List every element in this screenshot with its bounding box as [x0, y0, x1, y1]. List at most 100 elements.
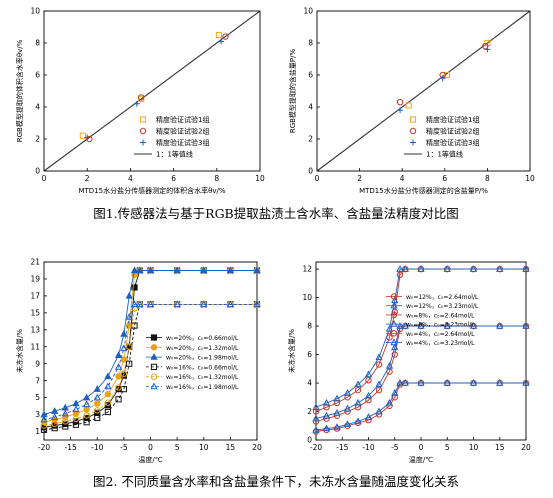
data-point-square	[484, 39, 491, 47]
y-tick-label: 0	[35, 167, 40, 176]
series-point-circle	[40, 422, 48, 429]
legend-entry-label: w₀=4%，c₀=2.64mol/L	[406, 331, 475, 338]
series-point-triangle	[354, 398, 362, 406]
x-tick-label: 4	[128, 174, 133, 183]
series-point-circle	[312, 408, 320, 415]
series-point-triangle	[114, 351, 123, 358]
data-point-square	[215, 31, 223, 39]
data-point-circle	[396, 99, 404, 106]
y-tick-label: 2	[35, 135, 40, 144]
series-line	[315, 268, 526, 408]
series-point-triangle	[354, 380, 362, 388]
series-point-triangle	[496, 378, 504, 386]
data-point-plus	[133, 100, 140, 107]
y-tick-label: 4	[307, 379, 312, 388]
series-line	[43, 270, 257, 416]
y-tick-label: 15	[30, 308, 40, 317]
y-tick-label: 6	[35, 71, 40, 80]
series-point-triangle	[443, 322, 451, 329]
legend: w₀=20%，c₀=0.66mol/L w₀=20%，c₀=1.32mol/L w₀…	[146, 334, 239, 391]
legend: w₀=12%，c₀=2.64mol/L w₀=12%，c₀=3.23mol/L w₀…	[386, 293, 479, 347]
y-tick-label: 10	[30, 7, 40, 16]
series-point-triangle	[343, 420, 352, 428]
series-point-circle	[104, 399, 112, 406]
series-point-triangle	[396, 378, 404, 386]
series-point-circle	[126, 343, 133, 350]
y-tick-label: 6	[307, 350, 312, 359]
series-point-triangle	[82, 393, 91, 401]
series-point-triangle	[343, 404, 352, 412]
series-point-circle	[83, 406, 90, 413]
x-tick-label: 15	[495, 443, 505, 452]
series-point-square	[115, 396, 122, 403]
series-point-circle	[333, 399, 341, 407]
legend-entry-label: w₀=20%，c₀=1.32mol/L	[166, 345, 239, 352]
y-tick-label: 13	[30, 325, 40, 334]
series-point-triangle	[322, 398, 331, 406]
series-point-triangle	[385, 361, 394, 369]
series-point-triangle	[364, 370, 373, 378]
x-tick-label: -5	[391, 443, 399, 452]
y-tick-label: 1	[35, 427, 40, 436]
series-point-triangle	[333, 423, 341, 430]
series-point-triangle	[200, 300, 208, 308]
legend-entry-label: 精度验证试验1组	[426, 115, 479, 124]
series-point-triangle	[443, 265, 451, 272]
x-tick-label: 15	[226, 443, 236, 452]
y-axis-label: RGB模型提取的体积含水率θv/%	[15, 39, 24, 142]
series-point-square	[72, 421, 80, 428]
series-point-triangle	[396, 322, 404, 329]
y-tick-label: 6	[308, 71, 313, 80]
data-point-square	[405, 102, 412, 109]
series-point-circle	[131, 305, 138, 312]
equality-line	[43, 10, 261, 172]
series-point-circle	[51, 420, 58, 428]
data-point-plus	[439, 75, 446, 82]
data-point-square	[79, 132, 86, 139]
legend-entry-label: 1：1等值线	[156, 150, 193, 159]
y-tick-label: 10	[303, 7, 313, 16]
series-point-square	[131, 284, 138, 291]
legend-entry-label: 精度验证试验2组	[426, 127, 479, 136]
panel-moisture-accuracy: 0 2 4 6 8 10 0 2 4 6 8 10 MTD15水分盐分传感器测定的体积含水率θv/% RG…	[15, 7, 265, 195]
y-tick-label: 17	[30, 292, 40, 301]
series-point-triangle	[401, 322, 409, 329]
data-point-plus	[484, 46, 491, 53]
series-point-triangle	[385, 324, 394, 332]
series-point-triangle	[417, 378, 425, 386]
legend-entry-label: 精度验证试验3组	[156, 138, 209, 147]
series-point-circle	[312, 418, 320, 425]
y-tick-label: 8	[308, 39, 313, 48]
series-point-circle	[391, 351, 398, 358]
x-tick-label: 0	[419, 443, 424, 452]
legend-swatch-triangle	[390, 301, 398, 309]
series-point-triangle	[343, 388, 352, 396]
x-tick-label: 0	[148, 443, 153, 452]
series-point-triangle	[253, 266, 261, 274]
series-point-triangle	[312, 425, 320, 433]
series-point-circle	[62, 418, 69, 425]
series-point-triangle	[333, 408, 341, 416]
legend-swatch-circle	[139, 127, 147, 135]
y-tick-label: 7	[35, 376, 40, 385]
series-point-triangle	[72, 405, 80, 413]
y-tick-label: 0	[307, 436, 312, 445]
series-point-triangle	[61, 403, 69, 411]
legend-swatch-triangle	[150, 353, 158, 360]
series-line	[315, 382, 526, 431]
series-point-triangle	[125, 291, 133, 299]
series-point-circle	[354, 404, 362, 411]
x-tick-label: 10	[199, 443, 209, 452]
legend-entry-label: w₀=20%，c₀=0.66mol/L	[166, 335, 239, 342]
series-line	[315, 325, 526, 420]
series-point-triangle	[401, 265, 409, 272]
plot-frame	[43, 10, 261, 172]
legend-entry-label: w₀=4%，c₀=3.23mol/L	[406, 340, 475, 347]
series-point-triangle	[120, 344, 128, 352]
data-point-plus	[84, 134, 91, 141]
legend-swatch-circle	[409, 127, 417, 135]
y-axis-label: 未冻水含量/%	[287, 329, 296, 373]
series-point-circle	[323, 404, 330, 411]
legend-swatch-circle	[390, 293, 398, 300]
